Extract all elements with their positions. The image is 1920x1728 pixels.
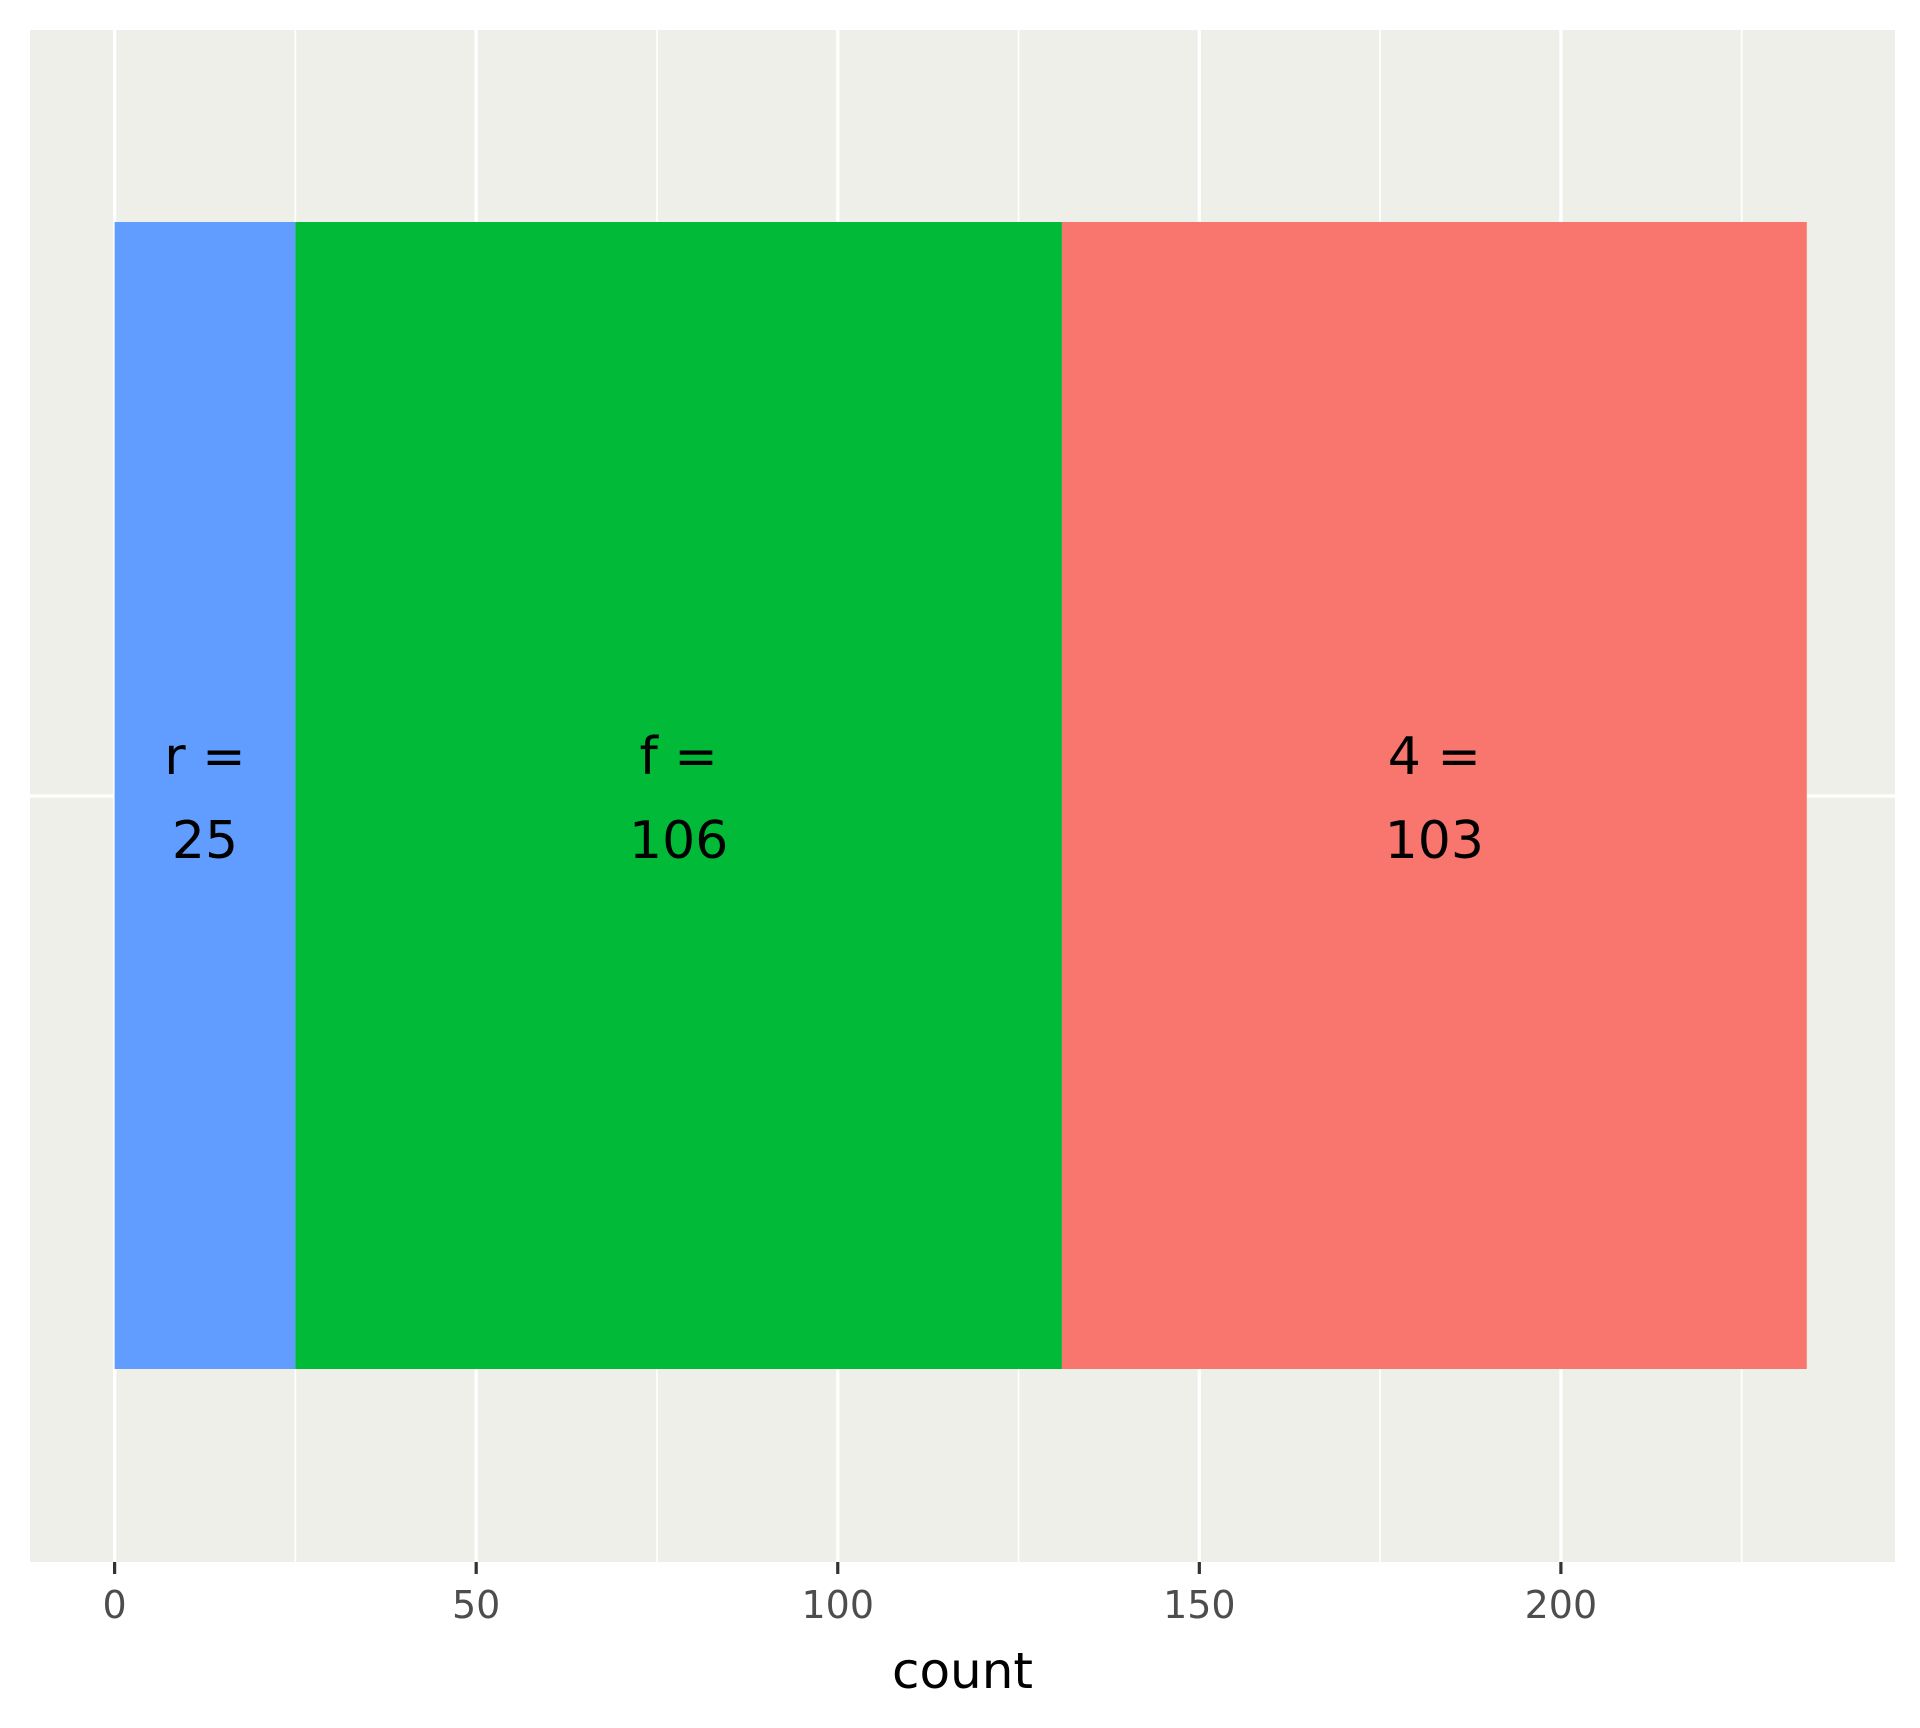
x-axis-title: count	[892, 1642, 1033, 1700]
bar-segment-f	[295, 222, 1062, 1369]
bar-label-4-line2: 103	[1385, 811, 1484, 871]
bar-labels: r = 25 f = 106 4 = 103	[164, 727, 1484, 871]
bar-label-f-line2: 106	[629, 811, 728, 871]
x-tick-label-4: 200	[1525, 1583, 1598, 1627]
x-axis-ticks	[113, 1562, 1563, 1574]
bar-label-r-line2: 25	[172, 811, 238, 871]
x-tick-label-1: 50	[452, 1583, 500, 1627]
x-axis-tick-labels: 0 50 100 150 200	[103, 1583, 1598, 1627]
bar-label-4-line1: 4 =	[1388, 727, 1481, 787]
x-tick-label-2: 100	[801, 1583, 874, 1627]
bar-segment-4	[1061, 222, 1807, 1369]
x-tick-label-0: 0	[103, 1583, 127, 1627]
bar-label-r-line1: r =	[164, 727, 245, 787]
bar-segment-r	[114, 222, 296, 1369]
bar-label-f-line1: f =	[639, 727, 717, 787]
bar-segments	[114, 222, 1807, 1369]
x-tick-label-3: 150	[1163, 1583, 1236, 1627]
